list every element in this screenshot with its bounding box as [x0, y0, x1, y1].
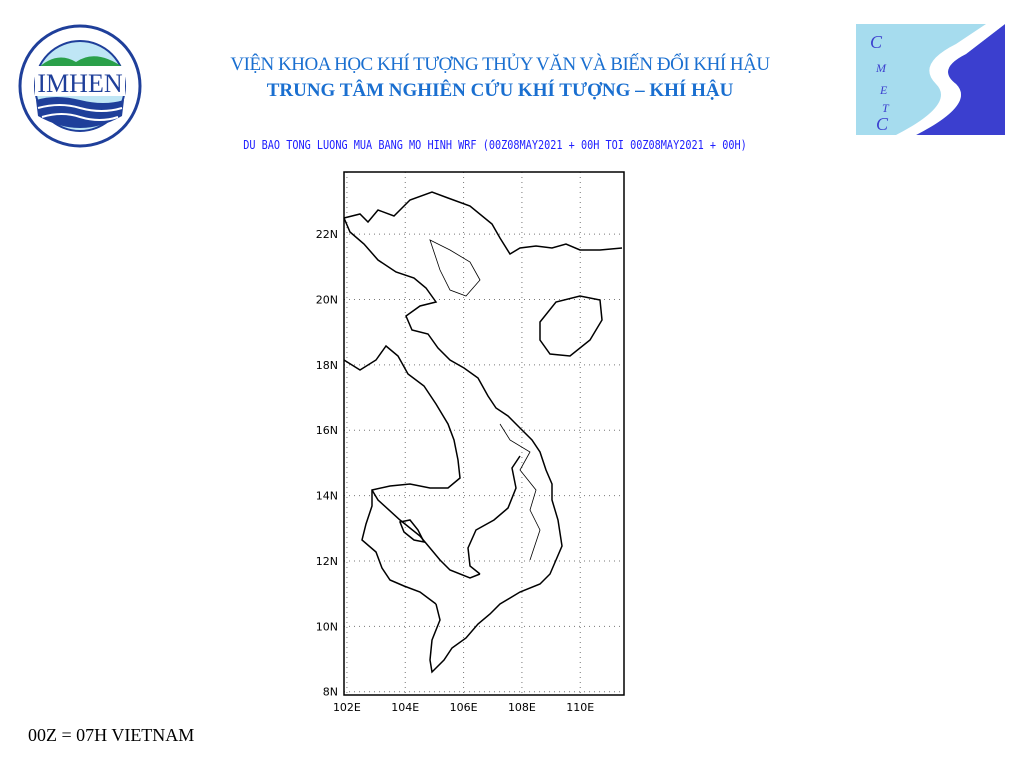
- lat-label: 8N: [323, 686, 338, 699]
- lon-label: 104E: [391, 701, 419, 714]
- lat-label: 20N: [316, 293, 338, 306]
- lon-label: 106E: [450, 701, 478, 714]
- svg-text:M: M: [875, 61, 887, 75]
- svg-text:T: T: [882, 101, 890, 115]
- coastline-borders: [343, 191, 623, 674]
- lat-label: 10N: [316, 620, 338, 633]
- svg-text:E: E: [879, 83, 888, 97]
- map-title: DU BAO TONG LUONG MUA BANG MO HINH WRF (…: [243, 138, 747, 152]
- svg-text:C: C: [870, 32, 883, 52]
- lon-label: 108E: [508, 701, 536, 714]
- lon-label: 110E: [566, 701, 594, 714]
- lat-label: 22N: [316, 228, 338, 241]
- svg-text:IMHEN: IMHEN: [37, 69, 122, 98]
- imhen-logo: IMHEN: [16, 20, 144, 161]
- center-title: TRUNG TÂM NGHIÊN CỨU KHÍ TƯỢNG – KHÍ HẬU: [266, 80, 734, 101]
- institute-title: VIỆN KHOA HỌC KHÍ TƯỢNG THỦY VĂN VÀ BIẾN…: [230, 54, 770, 75]
- grid-lines: [344, 172, 624, 695]
- lat-label: 16N: [316, 424, 338, 437]
- map-frame: [343, 171, 625, 696]
- lat-label: 18N: [316, 359, 338, 372]
- lon-label: 102E: [333, 701, 361, 714]
- lat-label: 12N: [316, 555, 338, 568]
- lat-label: 14N: [316, 490, 338, 503]
- svg-text:C: C: [876, 114, 889, 134]
- time-note: 00Z = 07H VIETNAM: [28, 725, 195, 745]
